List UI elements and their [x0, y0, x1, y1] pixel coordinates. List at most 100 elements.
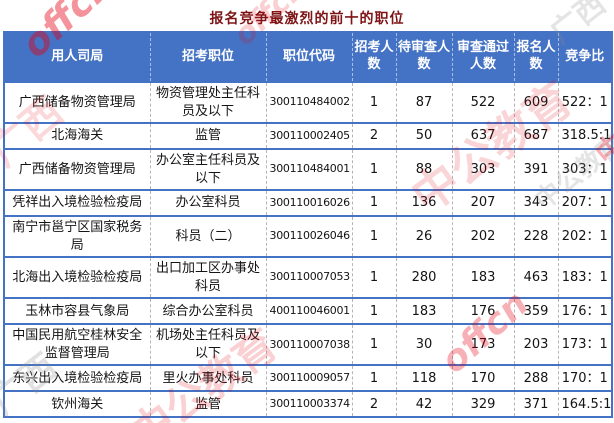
- pending-review-cell: 88: [395, 148, 452, 191]
- department-cell: 北海海关: [4, 122, 150, 150]
- table-row: 钦州海关 监管 300110003374 2 42 329 371 164.5:1: [4, 390, 612, 418]
- position-code-cell: 300110002405: [265, 122, 352, 150]
- position-cell: 监管: [149, 122, 266, 150]
- applicant-count-cell: 343: [513, 189, 558, 217]
- pending-review-cell: 42: [395, 390, 452, 418]
- position-cell: 办公室主任科员及以下: [149, 148, 266, 191]
- applicant-count-cell: 203: [513, 323, 558, 366]
- competition-ratio-cell: 207：1: [557, 189, 612, 217]
- table-row: 广西储备物资管理局 办公室主任科员及以下 300110484001 1 88 303 391…: [4, 148, 612, 191]
- position-cell: 办公室科员: [149, 189, 266, 217]
- position-code-cell: 300110484001: [265, 148, 352, 191]
- page-title: 报名竞争最激烈的前十的职位: [209, 11, 405, 27]
- col-header-recruit-count: 招考人数: [351, 32, 396, 82]
- department-cell: 东兴出入境检验检疫局: [4, 364, 150, 392]
- competition-ratio-cell: 303：1: [557, 148, 612, 191]
- recruit-count-cell: 1: [351, 80, 396, 124]
- recruit-count-cell: 1: [351, 189, 396, 217]
- position-code-cell: 300110009057: [265, 364, 352, 392]
- recruit-count-cell: 2: [351, 122, 396, 150]
- col-header-applicant-count: 报名人数: [513, 32, 558, 82]
- passed-review-cell: 303: [451, 148, 514, 191]
- passed-review-cell: 173: [451, 323, 514, 366]
- table-header: 用人司局 招考职位 职位代码 招考人数 待审查人数 审查通过人数 报名人数 竞争…: [4, 32, 612, 82]
- table-body: 广西储备物资管理局 物资管理处主任科员及以下 300110484002 1 87 522 6…: [4, 80, 612, 418]
- table-row: 东兴出入境检验检疫局 里火办事处科员 300110009057 1 118 170 288 1…: [4, 364, 612, 392]
- recruit-count-cell: 2: [351, 390, 396, 418]
- pending-review-cell: 118: [395, 364, 452, 392]
- col-header-position-code: 职位代码: [265, 32, 352, 82]
- table-row: 凭祥出入境检验检疫局 办公室科员 300110016026 1 136 207 343 207…: [4, 189, 612, 217]
- applicant-count-cell: 463: [513, 256, 558, 299]
- applicant-count-cell: 687: [513, 122, 558, 150]
- position-code-cell: 300110484002: [265, 80, 352, 124]
- department-cell: 凭祥出入境检验检疫局: [4, 189, 150, 217]
- recruit-count-cell: 1: [351, 256, 396, 299]
- pending-review-cell: 280: [395, 256, 452, 299]
- pending-review-cell: 136: [395, 189, 452, 217]
- pending-review-cell: 50: [395, 122, 452, 150]
- top10-positions-table: 用人司局 招考职位 职位代码 招考人数 待审查人数 审查通过人数 报名人数 竞争…: [3, 31, 613, 419]
- col-header-department: 用人司局: [4, 32, 150, 82]
- pending-review-cell: 87: [395, 80, 452, 124]
- col-header-competition-ratio: 竞争比: [557, 32, 612, 82]
- position-code-cell: 300110016026: [265, 189, 352, 217]
- table-row: 广西储备物资管理局 物资管理处主任科员及以下 300110484002 1 87 522 6…: [4, 80, 612, 124]
- position-code-cell: 300110003374: [265, 390, 352, 418]
- passed-review-cell: 183: [451, 256, 514, 299]
- table-row: 中国民用航空桂林安全监督管理局 机场处主任科员及以下 300110007038 1 30…: [4, 323, 612, 366]
- pending-review-cell: 30: [395, 323, 452, 366]
- applicant-count-cell: 228: [513, 215, 558, 258]
- position-cell: 综合办公室科员: [149, 297, 266, 325]
- col-header-pending-review: 待审查人数: [395, 32, 452, 82]
- passed-review-cell: 170: [451, 364, 514, 392]
- passed-review-cell: 207: [451, 189, 514, 217]
- table-row: 玉林市容县气象局 综合办公室科员 400110046001 1 183 176 359 176…: [4, 297, 612, 325]
- table-row: 北海出入境检验检疫局 出口加工区办事处科员 300110007053 1 280 183 4…: [4, 256, 612, 299]
- passed-review-cell: 637: [451, 122, 514, 150]
- position-cell: 出口加工区办事处科员: [149, 256, 266, 299]
- passed-review-cell: 202: [451, 215, 514, 258]
- position-code-cell: 300110007053: [265, 256, 352, 299]
- competition-ratio-cell: 170：1: [557, 364, 612, 392]
- applicant-count-cell: 359: [513, 297, 558, 325]
- position-cell: 监管: [149, 390, 266, 418]
- department-cell: 玉林市容县气象局: [4, 297, 150, 325]
- department-cell: 南宁市邕宁区国家税务局: [4, 215, 150, 258]
- header-row: 用人司局 招考职位 职位代码 招考人数 待审查人数 审查通过人数 报名人数 竞争…: [4, 32, 612, 82]
- competition-ratio-cell: 522：1: [557, 80, 612, 124]
- passed-review-cell: 522: [451, 80, 514, 124]
- table-row: 南宁市邕宁区国家税务局 科员（二） 300110026046 1 26 202 228 202…: [4, 215, 612, 258]
- position-cell: 科员（二）: [149, 215, 266, 258]
- col-header-passed-review: 审查通过人数: [451, 32, 514, 82]
- table-row: 北海海关 监管 300110002405 2 50 637 687 318.5:1: [4, 122, 612, 150]
- department-cell: 钦州海关: [4, 390, 150, 418]
- recruit-count-cell: 1: [351, 148, 396, 191]
- competition-ratio-cell: 183：1: [557, 256, 612, 299]
- position-code-cell: 300110007038: [265, 323, 352, 366]
- position-code-cell: 400110046001: [265, 297, 352, 325]
- recruit-count-cell: 1: [351, 364, 396, 392]
- competition-ratio-cell: 176：1: [557, 297, 612, 325]
- recruit-count-cell: 1: [351, 323, 396, 366]
- department-cell: 北海出入境检验检疫局: [4, 256, 150, 299]
- passed-review-cell: 176: [451, 297, 514, 325]
- position-cell: 物资管理处主任科员及以下: [149, 80, 266, 124]
- department-cell: 广西储备物资管理局: [4, 148, 150, 191]
- competition-ratio-cell: 202：1: [557, 215, 612, 258]
- position-cell: 里火办事处科员: [149, 364, 266, 392]
- competition-ratio-cell: 318.5:1: [557, 122, 612, 150]
- applicant-count-cell: 609: [513, 80, 558, 124]
- recruit-count-cell: 1: [351, 297, 396, 325]
- competition-ratio-cell: 173：1: [557, 323, 612, 366]
- applicant-count-cell: 288: [513, 364, 558, 392]
- pending-review-cell: 26: [395, 215, 452, 258]
- pending-review-cell: 183: [395, 297, 452, 325]
- department-cell: 广西储备物资管理局: [4, 80, 150, 124]
- passed-review-cell: 329: [451, 390, 514, 418]
- recruit-count-cell: 1: [351, 215, 396, 258]
- department-cell: 中国民用航空桂林安全监督管理局: [4, 323, 150, 366]
- applicant-count-cell: 371: [513, 390, 558, 418]
- position-cell: 机场处主任科员及以下: [149, 323, 266, 366]
